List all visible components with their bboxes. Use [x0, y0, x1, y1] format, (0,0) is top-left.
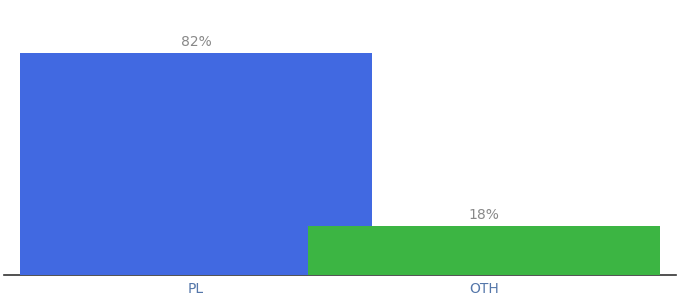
Text: 82%: 82% [181, 35, 211, 49]
Text: 18%: 18% [469, 208, 499, 222]
Bar [308, 226, 660, 275]
Bar [20, 53, 372, 275]
